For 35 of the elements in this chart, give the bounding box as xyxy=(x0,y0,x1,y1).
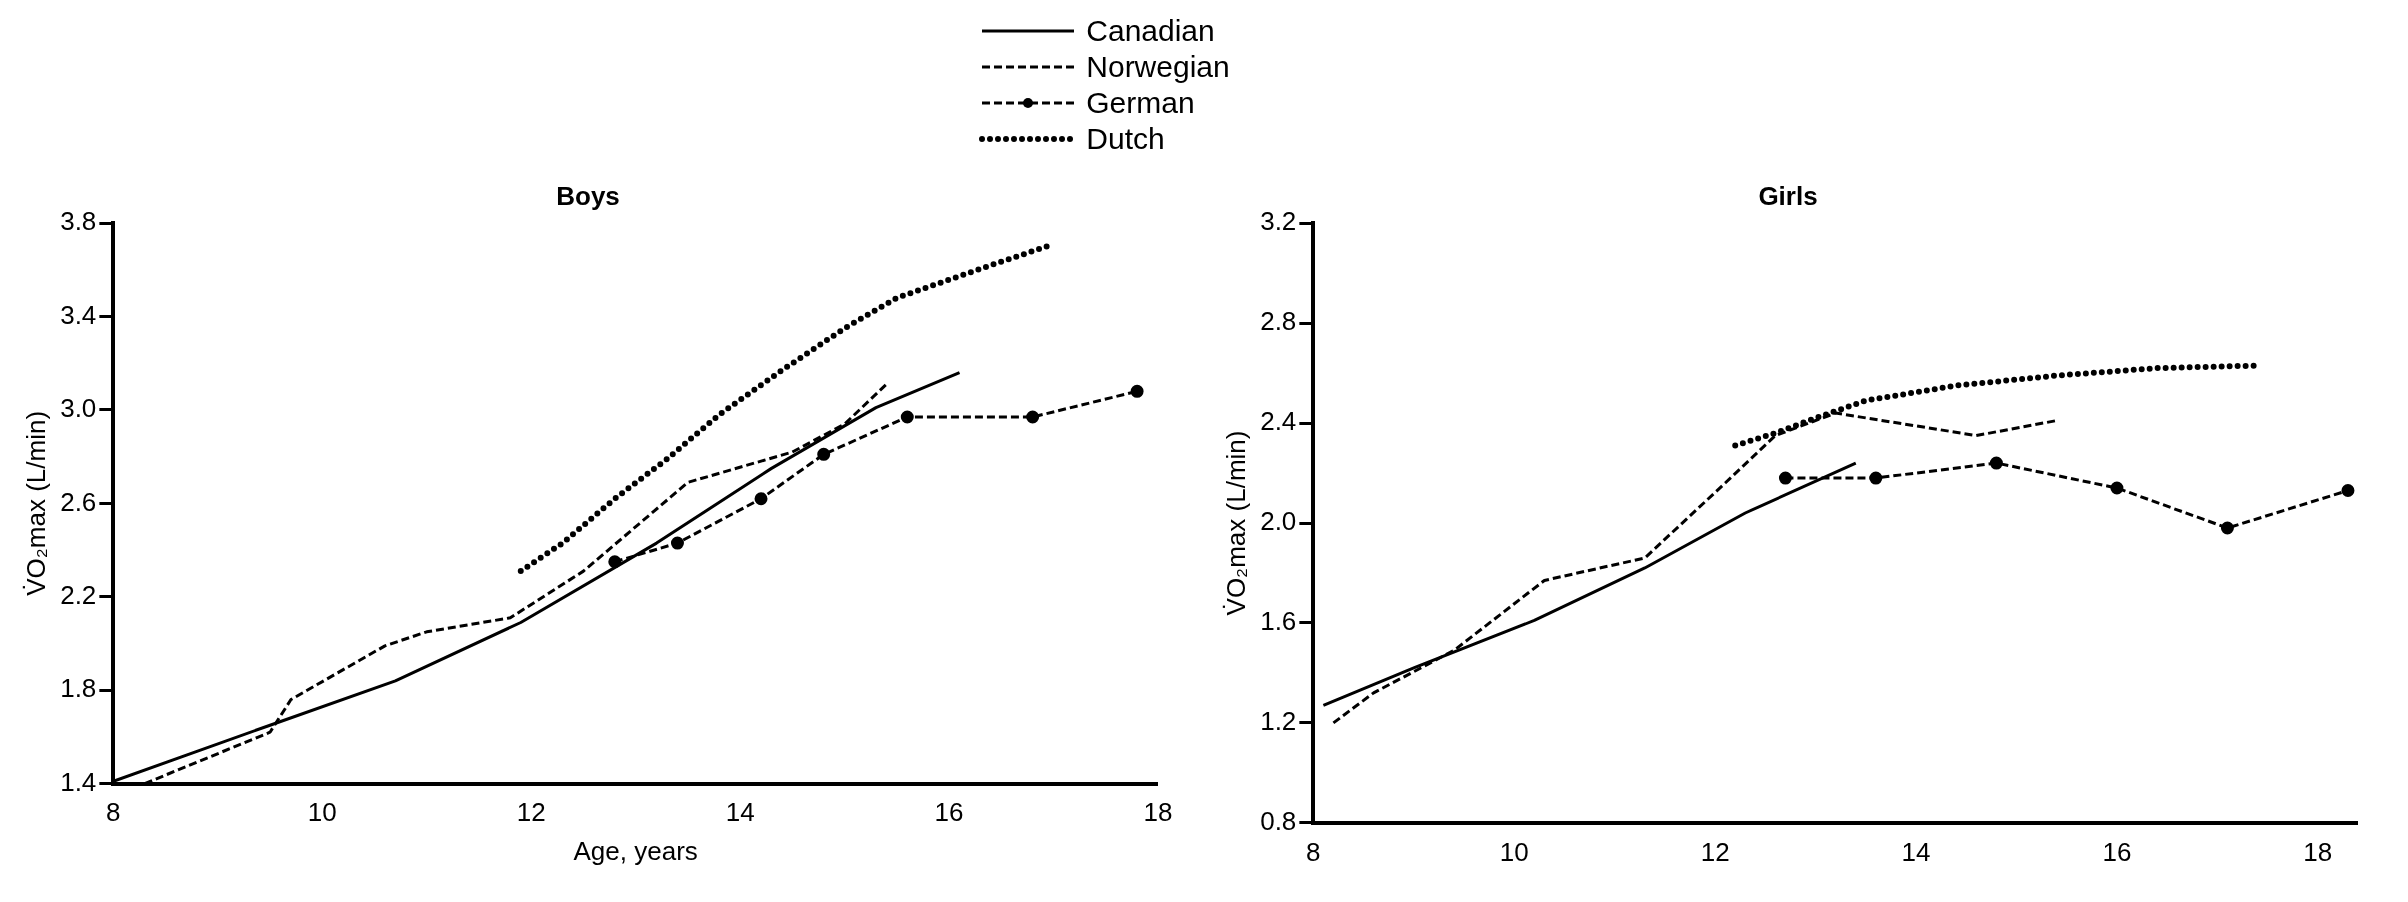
y-tick-label: 0.8 xyxy=(1260,805,1297,836)
y-tick-label: 2.6 xyxy=(60,486,97,517)
chart-title: Boys xyxy=(556,180,620,211)
x-tick-label: 16 xyxy=(934,797,964,828)
x-tick-label: 8 xyxy=(1306,836,1321,867)
x-tick-label: 16 xyxy=(2102,836,2132,867)
legend-label: German xyxy=(1086,86,1195,120)
y-tick-label: 1.8 xyxy=(60,673,97,704)
x-tick-label: 14 xyxy=(1901,836,1931,867)
y-axis-title: V̇O₂max (L/min) xyxy=(1220,430,1251,616)
y-tick-label: 2.0 xyxy=(1260,506,1297,537)
legend-label: Canadian xyxy=(1086,14,1215,48)
x-tick-label: 18 xyxy=(1143,797,1173,828)
y-tick-label: 2.4 xyxy=(1260,406,1297,437)
y-tick-label: 3.4 xyxy=(60,299,97,330)
x-axis-title: Age, years xyxy=(573,835,698,866)
legend-label: Norwegian xyxy=(1086,50,1230,84)
x-tick-label: 10 xyxy=(307,797,337,828)
y-tick-label: 3.8 xyxy=(60,206,97,237)
chart-title: Girls xyxy=(1758,180,1818,211)
legend-label: Dutch xyxy=(1086,122,1165,156)
x-tick-label: 8 xyxy=(106,797,121,828)
x-tick-label: 18 xyxy=(2303,836,2333,867)
x-tick-label: 12 xyxy=(516,797,546,828)
y-tick-label: 1.4 xyxy=(60,766,97,797)
y-tick-label: 2.8 xyxy=(1260,306,1297,337)
x-tick-label: 12 xyxy=(1700,836,1730,867)
y-tick-label: 1.6 xyxy=(1260,606,1297,637)
y-tick-label: 3.2 xyxy=(1260,206,1297,237)
y-tick-label: 2.2 xyxy=(60,579,97,610)
y-axis-title: V̇O₂max (L/min) xyxy=(20,410,51,596)
y-tick-label: 1.2 xyxy=(1260,706,1297,737)
x-tick-label: 14 xyxy=(725,797,755,828)
x-tick-label: 10 xyxy=(1499,836,1529,867)
y-tick-label: 3.0 xyxy=(60,393,97,424)
